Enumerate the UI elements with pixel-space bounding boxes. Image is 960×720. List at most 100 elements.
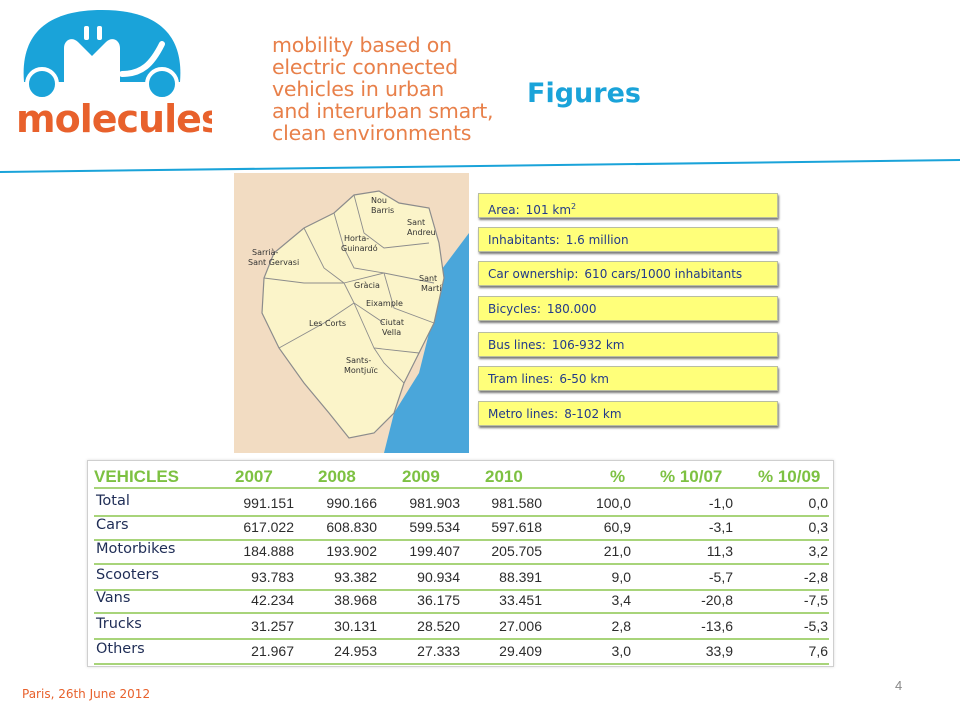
label-sarria-sant-gervasi: Sarrià- Sant Gervasi xyxy=(248,248,299,267)
fact-value: 106-932 km xyxy=(551,338,625,352)
label-les-corts: Les Corts xyxy=(309,319,346,328)
label-sant-marti: Sant Martí xyxy=(419,274,442,293)
fact-value: 6-50 km xyxy=(559,372,609,386)
fact-car-ownership: Car ownership: 610 cars/1000 inhabitants xyxy=(478,261,778,286)
table-cell: 599.534 xyxy=(409,519,460,535)
fact-label: Car ownership: xyxy=(488,267,579,281)
fact-value: 1.6 million xyxy=(565,233,629,247)
col-header-2010: 2010 xyxy=(485,467,523,486)
fact-label: Bus lines: xyxy=(488,338,546,352)
table-cell: 88.391 xyxy=(499,569,542,585)
label-sants-2: Montjuïc xyxy=(344,366,378,375)
table-cell: 30.131 xyxy=(334,618,377,634)
table-cell: 981.903 xyxy=(409,495,460,511)
label-eixample: Eixample xyxy=(366,299,403,308)
row-divider xyxy=(94,515,829,517)
footer-date: Paris, 26th June 2012 xyxy=(22,687,151,701)
district-boundaries xyxy=(263,194,435,384)
label-sarria-1: Sarrià- xyxy=(252,248,279,257)
tagline-line-4: and interurban smart, xyxy=(272,99,494,123)
table-cell: 2,8 xyxy=(611,618,631,634)
row-divider xyxy=(94,589,829,591)
table-cell: 193.902 xyxy=(326,543,377,559)
table-cell: 981.580 xyxy=(491,495,542,511)
table-cell: 27.006 xyxy=(499,618,542,634)
car-plug-icon xyxy=(23,10,181,101)
label-horta-guinardo: Horta- Guinardó xyxy=(341,234,378,253)
col-header-pct-10-07: % 10/07 xyxy=(660,467,723,486)
row-label: Motorbikes xyxy=(96,541,176,557)
table-cell: 991.151 xyxy=(243,495,294,511)
col-header-vehicles: VEHICLES xyxy=(94,467,180,486)
row-label: Scooters xyxy=(96,567,160,583)
table-cell: 597.618 xyxy=(491,519,542,535)
table-cell: 27.333 xyxy=(417,643,460,659)
table-cell: 36.175 xyxy=(417,592,460,608)
table-cell: -2,8 xyxy=(803,569,828,585)
table-cell: 11,3 xyxy=(706,543,733,559)
table-cell: 28.520 xyxy=(417,618,460,634)
fact-label: Tram lines: xyxy=(488,372,554,386)
fact-tram-lines: Tram lines: 6-50 km xyxy=(478,366,778,391)
table-cell: 990.166 xyxy=(326,495,377,511)
fact-value: 8-102 km xyxy=(564,407,622,421)
table-cell: 0,0 xyxy=(808,495,828,511)
sea-area xyxy=(384,233,469,453)
row-label: Vans xyxy=(96,590,131,606)
table-cell: -5,3 xyxy=(803,618,828,634)
table-cell: 0,3 xyxy=(808,519,828,535)
table-cell: 60,9 xyxy=(603,519,631,535)
label-horta-2: Guinardó xyxy=(341,243,378,253)
fact-label: Area: xyxy=(488,203,520,217)
tagline-line-2: electric connected xyxy=(272,55,458,79)
row-divider xyxy=(94,638,829,640)
col-header-2008: 2008 xyxy=(318,467,356,486)
table-cell: 24.953 xyxy=(334,643,377,659)
table-cell: 33.451 xyxy=(499,592,542,608)
label-nou-1: Nou xyxy=(371,196,387,205)
label-marti-2: Martí xyxy=(421,284,442,293)
label-ciutat-1: Ciutat xyxy=(380,318,404,327)
label-nou-2: Barris xyxy=(371,206,394,215)
col-header-2007: 2007 xyxy=(235,467,273,486)
fact-label: Inhabitants: xyxy=(488,233,560,247)
row-label: Cars xyxy=(96,517,129,533)
tagline-line-5: clean environments xyxy=(272,121,472,145)
district-labels: Nou Barris Sant Andreu Horta- Guinardó S… xyxy=(248,196,442,375)
page-title: Figures xyxy=(527,78,641,109)
label-nou-barris: Nou Barris xyxy=(371,196,394,215)
label-sants-montjuic: Sants- Montjuïc xyxy=(344,356,378,375)
row-label: Others xyxy=(96,641,145,657)
logo-word: molecules xyxy=(16,97,212,141)
col-header-pct-10-09: % 10/09 xyxy=(758,467,821,486)
label-marti-1: Sant xyxy=(419,274,437,283)
table-cell: 90.934 xyxy=(417,569,460,585)
table-cell: 31.257 xyxy=(251,618,294,634)
table-cell: 608.830 xyxy=(326,519,377,535)
label-sants-1: Sants- xyxy=(346,356,371,365)
table-cell: 205.705 xyxy=(491,543,542,559)
table-cell: -20,8 xyxy=(701,592,733,608)
row-divider xyxy=(94,539,829,541)
vehicles-table: VEHICLES 2007 2008 2009 2010 % % 10/07 %… xyxy=(87,460,834,667)
table-cell: 199.407 xyxy=(409,543,460,559)
tagline-line-3: vehicles in urban xyxy=(272,77,445,101)
fact-bicycles: Bicycles: 180.000 xyxy=(478,296,778,321)
fact-superscript: 2 xyxy=(571,202,577,211)
table-cell: 3,2 xyxy=(808,543,828,559)
table-cell: -1,0 xyxy=(708,495,733,511)
label-andreu-2: Andreu xyxy=(407,228,436,237)
fact-label: Metro lines: xyxy=(488,407,559,421)
header-divider xyxy=(0,159,960,173)
fact-metro-lines: Metro lines: 8-102 km xyxy=(478,401,778,426)
molecules-logo: molecules xyxy=(16,10,212,141)
table-cell: 33,9 xyxy=(705,643,733,659)
table-cell: 184.888 xyxy=(243,543,294,559)
table-cell: -3,1 xyxy=(708,519,733,535)
barcelona-district-map: Nou Barris Sant Andreu Horta- Guinardó S… xyxy=(234,173,469,453)
fact-value: 101 km xyxy=(525,203,572,217)
row-divider xyxy=(94,563,829,565)
fact-label: Bicycles: xyxy=(488,302,541,316)
label-andreu-1: Sant xyxy=(407,218,425,227)
label-sant-andreu: Sant Andreu xyxy=(407,218,436,237)
